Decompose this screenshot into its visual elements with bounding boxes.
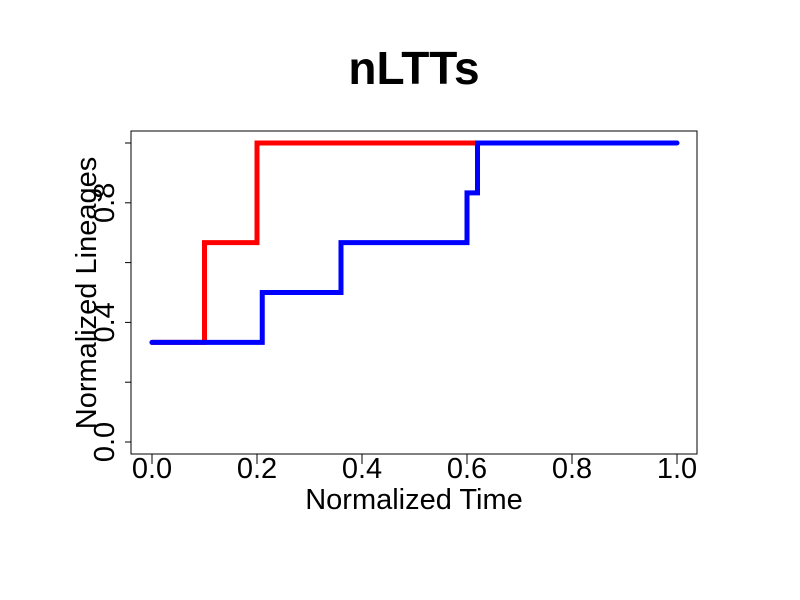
x-tick-label: 0.0 [132,453,172,485]
x-tick-label: 0.4 [342,453,382,485]
chart-title: nLTTs [348,42,479,94]
x-tick-label: 0.6 [447,453,487,485]
x-tick-label: 1.0 [657,453,697,485]
x-tick-label: 0.8 [552,453,592,485]
y-axis-label: Normalized Lineages [71,157,103,429]
x-axis: 0.0 0.2 0.4 0.6 0.8 1.0 [132,453,697,485]
y-tick-label: 0.4 [89,302,121,342]
x-axis-label: Normalized Time [305,484,523,516]
plot-frame [130,130,698,455]
y-tick-label: 0.8 [89,183,121,223]
y-axis: 0.0 0.4 0.8 [89,142,132,462]
series-line-2 [149,140,680,345]
series-layer [149,140,680,345]
x-tick-label: 0.2 [237,453,277,485]
y-tick-label: 0.0 [89,422,121,462]
